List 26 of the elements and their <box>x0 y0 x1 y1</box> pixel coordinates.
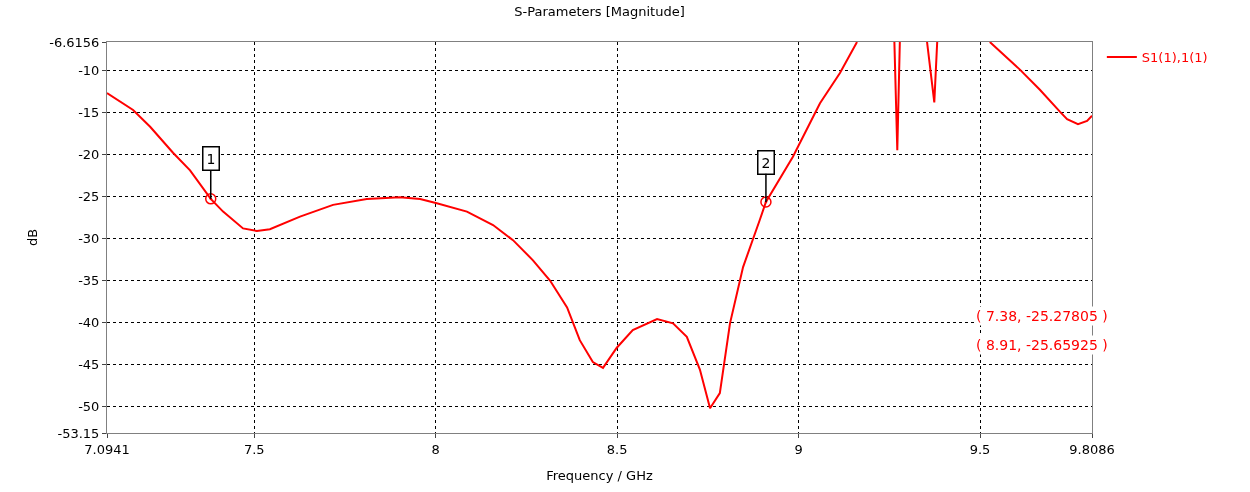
x-tick-label: 7.0941 <box>84 441 130 457</box>
y-tick-label: -10 <box>78 62 100 78</box>
y-tick-label: -30 <box>78 231 100 247</box>
x-tick-label: 8 <box>431 441 440 457</box>
annotation: ( 8.91, -25.65925 ) <box>976 337 1108 353</box>
y-tick-label: -53.15 <box>57 425 100 441</box>
x-tick-label: 9.8086 <box>1069 441 1115 457</box>
x-tick-label: 7.5 <box>243 441 265 457</box>
y-tick-label: -20 <box>78 147 100 163</box>
y-tick-label: -35 <box>78 273 100 289</box>
x-axis-title: Frequency / GHz <box>546 468 653 484</box>
x-tick-label: 9 <box>794 441 803 457</box>
y-tick-label: -6.6156 <box>49 34 100 50</box>
legend-label: S1(1),1(1) <box>1141 50 1208 66</box>
y-tick-label: -15 <box>78 105 100 120</box>
y-axis-title: dB <box>25 228 41 247</box>
annotation: ( 7.38, -25.27805 ) <box>976 308 1108 324</box>
annotation: 2 <box>761 154 771 171</box>
y-tick-label: -40 <box>78 315 100 331</box>
chart-title: S-Parameters [Magnitude] <box>514 4 685 20</box>
y-tick-label: -50 <box>78 399 100 415</box>
annotation: 1 <box>206 150 216 167</box>
x-tick-label: 9.5 <box>969 441 991 457</box>
x-tick-label: 8.5 <box>606 441 628 457</box>
y-tick-label: -45 <box>78 357 100 373</box>
y-tick-label: -25 <box>78 189 100 205</box>
